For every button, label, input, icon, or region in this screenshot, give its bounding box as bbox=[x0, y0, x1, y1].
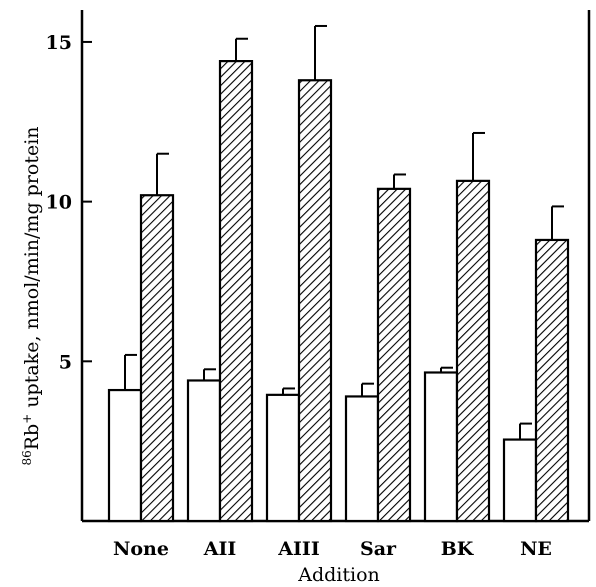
open-bar bbox=[107, 388, 143, 523]
y-axis-ticks: 5 10 15 bbox=[46, 32, 92, 373]
open-bar bbox=[265, 393, 301, 523]
x-category-label: AII bbox=[203, 538, 237, 560]
hatched-bar bbox=[297, 79, 333, 523]
y-axis-title: 86Rb+ uptake, nmol/min/mg protein bbox=[20, 126, 43, 465]
open-bar bbox=[344, 395, 380, 523]
y-axis-title-superscript: 86 bbox=[20, 450, 34, 465]
open-bar bbox=[423, 371, 459, 523]
x-axis-title: Addition bbox=[297, 564, 380, 586]
hatched-bar bbox=[139, 194, 175, 523]
x-category-label: Sar bbox=[360, 538, 397, 560]
hatched-bar bbox=[455, 179, 491, 523]
y-tick-label: 5 bbox=[59, 351, 72, 373]
x-category-label: BK bbox=[441, 538, 475, 560]
hatched-bar bbox=[376, 187, 412, 523]
y-axis-title-charge: + bbox=[20, 414, 34, 424]
hatched-bar bbox=[534, 238, 570, 523]
open-bar bbox=[186, 379, 222, 523]
open-bar bbox=[502, 438, 538, 523]
y-tick-label: 10 bbox=[46, 192, 72, 214]
y-tick-label: 15 bbox=[46, 32, 72, 54]
y-axis-title-text: uptake, nmol/min/mg protein bbox=[21, 126, 43, 413]
x-category-label: NE bbox=[520, 538, 552, 560]
x-axis-category-labels: None AII AIII Sar BK NE bbox=[113, 538, 552, 560]
x-category-label: AIII bbox=[277, 538, 320, 560]
y-axis-title-element: Rb bbox=[21, 424, 43, 450]
hatched-bar bbox=[218, 59, 254, 523]
bars bbox=[107, 24, 570, 523]
x-category-label: None bbox=[113, 538, 169, 560]
